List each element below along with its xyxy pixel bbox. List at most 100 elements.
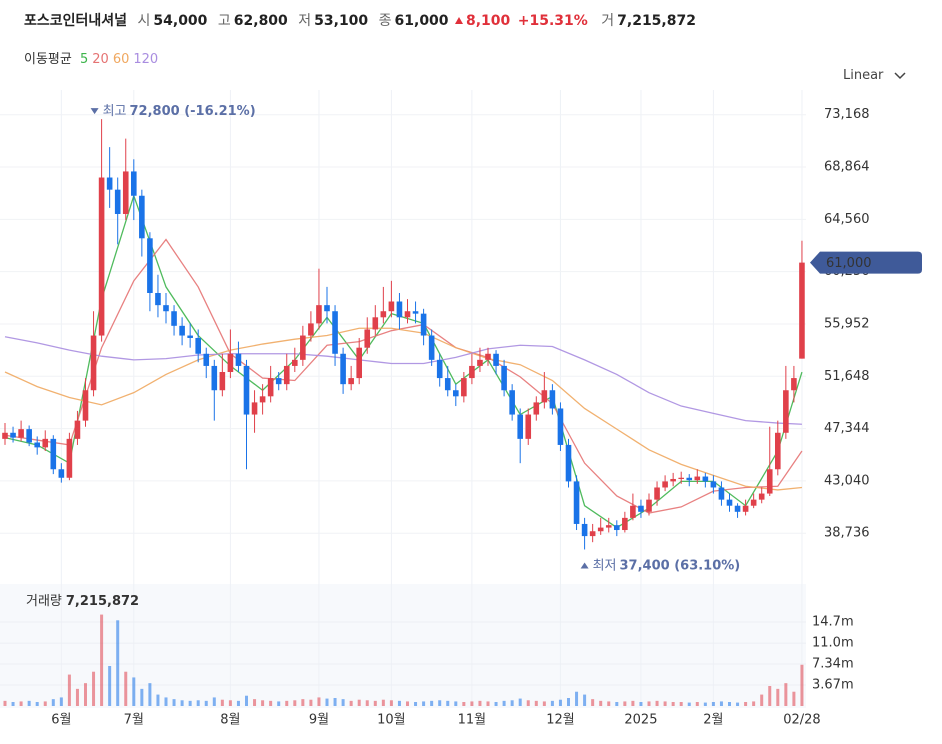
volume-bar [236, 700, 240, 706]
y-tick-label: 38,736 [824, 526, 870, 541]
candle-body [251, 402, 258, 415]
volume: 7,215,872 [617, 13, 696, 29]
high-annotation-value: 72,800 (-16.21%) [130, 104, 256, 119]
candle-body [453, 390, 459, 397]
candle-body [203, 353, 210, 366]
volume-bar [591, 699, 595, 706]
candle-body [436, 359, 443, 379]
candle-body [388, 301, 395, 312]
y-tick-label: 64,560 [824, 212, 870, 227]
high-label: 고 [217, 13, 231, 29]
volume-bar [542, 701, 546, 706]
candle-body [267, 378, 274, 397]
candle-body [742, 505, 749, 512]
volume-bar [19, 701, 23, 706]
candle-body [710, 481, 717, 488]
volume-bar [744, 702, 748, 706]
open: 54,000 [153, 13, 208, 29]
volume-bar [75, 688, 79, 706]
high-annotation: 최고 72,800 (-16.21%) [103, 104, 256, 119]
candle-body [82, 390, 89, 421]
candle-body [766, 469, 773, 494]
high-marker [90, 108, 99, 115]
volume-bar [245, 695, 248, 706]
volume-bar [27, 700, 31, 706]
candle-body [557, 408, 564, 445]
candle-body [283, 365, 290, 385]
volume-bar [309, 699, 313, 706]
volume-bar [100, 614, 104, 706]
ma-legend[interactable]: 이동평균 5 20 60 120 [24, 48, 162, 67]
volume-bar [373, 700, 377, 706]
y-tick-label: 68,864 [824, 160, 870, 175]
volume-bar [679, 702, 683, 706]
candle-body [469, 365, 475, 379]
candle-body [356, 347, 362, 379]
volume-tick-label: 14.7m [812, 615, 854, 630]
candle-body [420, 313, 427, 336]
volume-bar [406, 701, 409, 706]
candle-body [412, 311, 419, 314]
x-tick-label: 11월 [458, 713, 487, 728]
scale-selector[interactable]: Linear [843, 68, 906, 83]
x-tick-label: 6월 [51, 713, 71, 728]
candle-body [758, 493, 765, 500]
volume-bar [188, 700, 192, 706]
volume-bar [462, 702, 466, 706]
x-tick-label: 9월 [309, 713, 329, 728]
candle-body [589, 531, 596, 537]
x-tick-label: 10월 [377, 713, 406, 728]
candle-body [791, 378, 797, 391]
volume-bar [736, 702, 740, 706]
volume-bar [349, 700, 353, 706]
candle-body [219, 372, 226, 391]
candle-body [243, 365, 250, 415]
candle-body [444, 378, 451, 391]
low: 53,100 [314, 13, 369, 29]
volume-bar [414, 702, 418, 706]
volume-bar [663, 701, 667, 706]
candle-body [573, 481, 580, 524]
volume-bar [365, 700, 369, 706]
candle-body [147, 238, 153, 293]
volume-bar [486, 701, 490, 706]
volume-bar [108, 666, 112, 706]
volume-bar [558, 699, 562, 706]
candle-body [581, 523, 588, 537]
candle-body [605, 525, 612, 528]
volume-tick-label: 11.0m [812, 636, 854, 651]
candle-body [799, 262, 805, 359]
y-tick-label: 43,040 [824, 473, 870, 488]
volume-bar [204, 700, 208, 706]
volume-bar [599, 700, 603, 706]
candle-body [364, 329, 371, 348]
y-tick-label: 73,168 [824, 107, 870, 122]
candle-body [66, 438, 73, 478]
volume-bar [11, 702, 15, 706]
volume-bar [502, 700, 506, 706]
volume-bar [228, 700, 232, 706]
candle-body [485, 353, 491, 360]
chevron [894, 71, 906, 79]
volume-bar [583, 694, 587, 706]
volume-bar [341, 699, 345, 706]
volume-bar [124, 671, 128, 706]
volume-bar [317, 697, 321, 706]
volume-bar [357, 699, 361, 706]
candle-body [541, 390, 548, 403]
volume-bar [728, 702, 731, 706]
volume-bar [752, 701, 756, 706]
volume-bar [156, 694, 160, 706]
ma-legend-item: 20 [92, 52, 109, 67]
candle-body [638, 505, 644, 512]
candle-body [525, 414, 532, 439]
volume-bar [196, 700, 200, 706]
volume-tick-label: 7.34m [812, 657, 854, 672]
volume-bar [615, 702, 619, 706]
candle-body [726, 499, 733, 506]
candle-body [34, 442, 40, 448]
volume-bar [92, 671, 96, 706]
volume-bar [534, 700, 538, 706]
open-label: 시 [137, 13, 151, 29]
